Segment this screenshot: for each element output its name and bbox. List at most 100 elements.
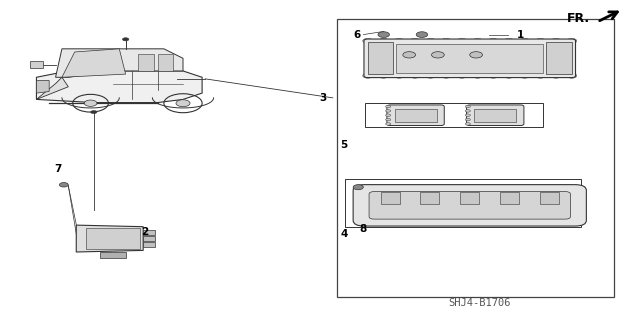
Circle shape [457, 73, 467, 78]
Circle shape [416, 32, 428, 37]
Circle shape [511, 187, 520, 191]
Polygon shape [143, 242, 155, 248]
Circle shape [386, 118, 391, 121]
Circle shape [380, 220, 389, 224]
Polygon shape [36, 77, 68, 100]
Circle shape [520, 38, 530, 43]
Bar [337, 19, 614, 297]
Circle shape [367, 220, 376, 224]
FancyBboxPatch shape [369, 192, 570, 219]
Circle shape [564, 187, 573, 191]
Polygon shape [368, 42, 394, 74]
Circle shape [419, 220, 428, 224]
Circle shape [498, 220, 507, 224]
Circle shape [393, 187, 402, 191]
Polygon shape [138, 54, 154, 71]
Bar [420, 192, 440, 204]
Circle shape [488, 38, 499, 43]
Circle shape [551, 38, 561, 43]
Polygon shape [62, 49, 125, 77]
Circle shape [394, 38, 404, 43]
Circle shape [465, 118, 470, 121]
Circle shape [485, 187, 494, 191]
Polygon shape [100, 252, 125, 258]
Text: FR.: FR. [566, 12, 589, 25]
Circle shape [465, 114, 470, 116]
Text: 6: 6 [353, 30, 360, 40]
Circle shape [433, 187, 442, 191]
Circle shape [551, 73, 561, 78]
Circle shape [566, 38, 577, 43]
Circle shape [472, 220, 481, 224]
Circle shape [465, 105, 470, 108]
Circle shape [386, 110, 391, 112]
Bar [346, 179, 581, 227]
Circle shape [566, 73, 577, 78]
Text: 1: 1 [517, 30, 524, 40]
Bar [500, 192, 519, 204]
Polygon shape [56, 49, 183, 77]
Circle shape [363, 38, 373, 43]
Circle shape [410, 73, 420, 78]
Circle shape [403, 52, 415, 58]
Circle shape [410, 38, 420, 43]
Circle shape [433, 220, 442, 224]
Circle shape [459, 187, 468, 191]
Circle shape [367, 187, 376, 191]
Polygon shape [36, 71, 202, 103]
Circle shape [426, 73, 436, 78]
Polygon shape [157, 54, 173, 71]
Bar [396, 44, 543, 72]
Circle shape [441, 73, 451, 78]
Circle shape [535, 73, 545, 78]
Circle shape [498, 187, 507, 191]
Bar [394, 109, 436, 122]
Circle shape [577, 220, 586, 224]
Circle shape [550, 220, 559, 224]
Bar [365, 103, 543, 127]
Text: 4: 4 [340, 229, 348, 239]
Circle shape [354, 187, 363, 191]
Polygon shape [86, 228, 140, 249]
Text: 8: 8 [359, 224, 366, 234]
Circle shape [459, 220, 468, 224]
Circle shape [465, 110, 470, 112]
Circle shape [520, 73, 530, 78]
Circle shape [538, 187, 547, 191]
Circle shape [504, 38, 514, 43]
Text: 5: 5 [340, 140, 348, 150]
Circle shape [386, 123, 391, 125]
Polygon shape [143, 236, 155, 241]
Circle shape [91, 110, 97, 114]
Text: 7: 7 [54, 164, 61, 174]
Circle shape [406, 187, 415, 191]
Circle shape [538, 220, 547, 224]
Circle shape [431, 52, 444, 58]
Text: SHJ4-B1706: SHJ4-B1706 [448, 298, 511, 308]
Polygon shape [30, 62, 43, 68]
FancyBboxPatch shape [353, 185, 586, 226]
Polygon shape [546, 42, 572, 74]
Circle shape [577, 187, 586, 191]
Circle shape [378, 32, 390, 37]
Circle shape [472, 38, 483, 43]
Circle shape [504, 73, 514, 78]
Circle shape [524, 187, 533, 191]
Circle shape [465, 123, 470, 125]
Bar [381, 192, 399, 204]
Circle shape [378, 38, 388, 43]
Bar [540, 192, 559, 204]
Circle shape [354, 220, 363, 224]
Circle shape [394, 73, 404, 78]
Circle shape [393, 220, 402, 224]
Circle shape [386, 114, 391, 116]
Circle shape [419, 187, 428, 191]
Circle shape [84, 100, 97, 106]
Bar [460, 192, 479, 204]
FancyBboxPatch shape [364, 39, 575, 78]
Circle shape [386, 105, 391, 108]
Polygon shape [76, 225, 143, 252]
Circle shape [472, 187, 481, 191]
Circle shape [60, 182, 68, 187]
Circle shape [472, 73, 483, 78]
